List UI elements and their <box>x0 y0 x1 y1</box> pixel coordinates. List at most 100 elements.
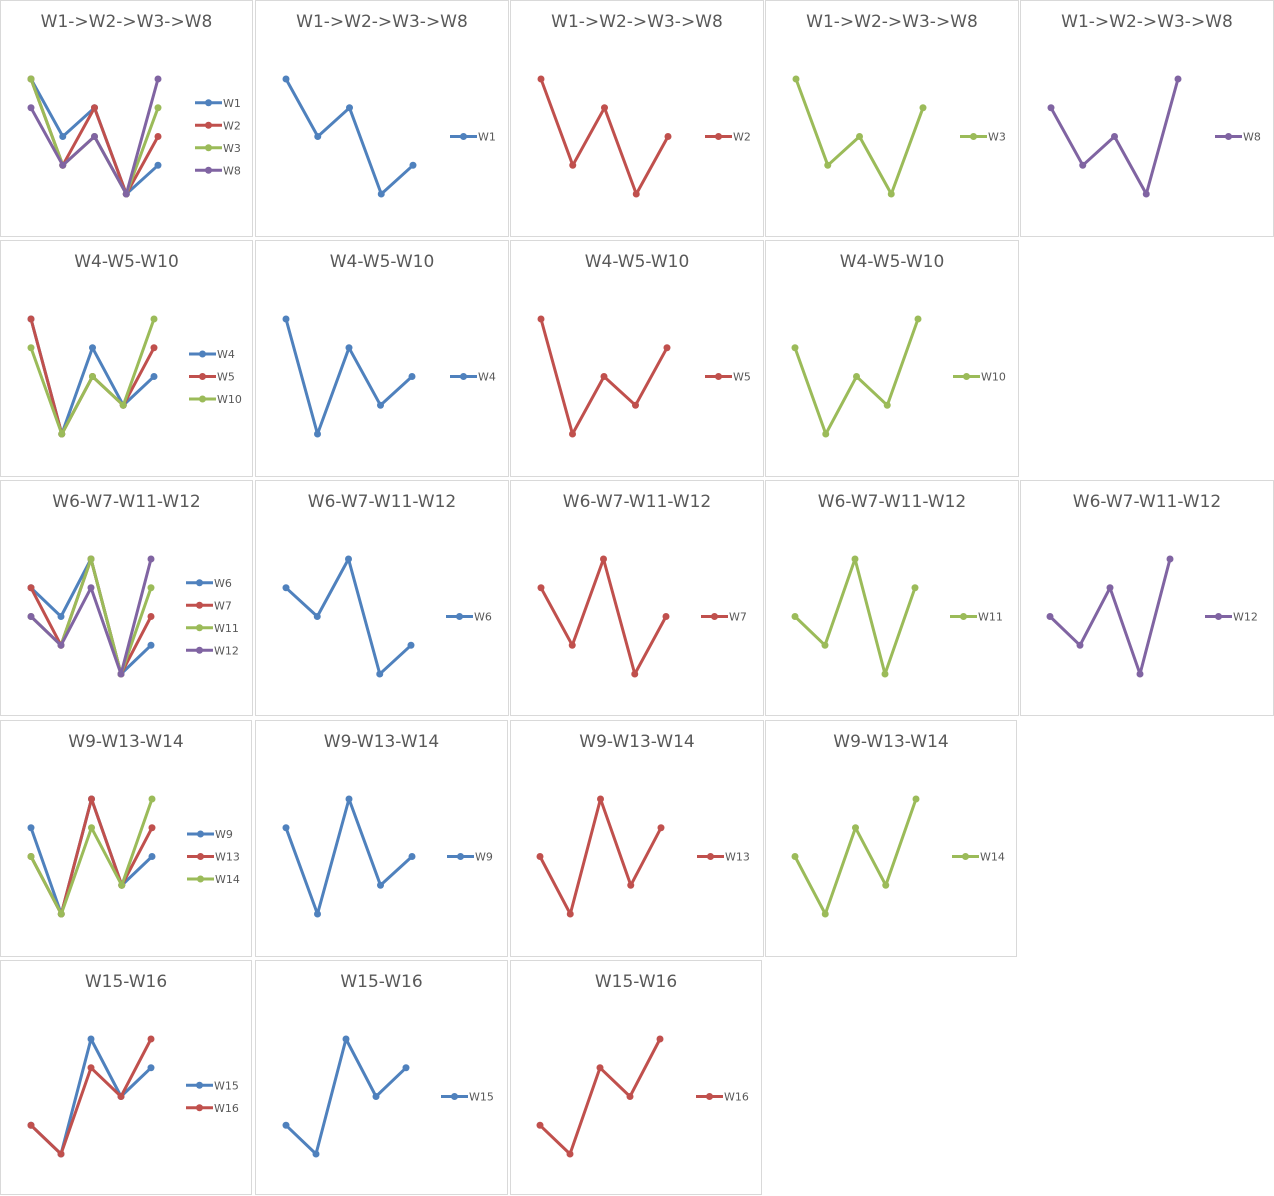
chart-title: W9-W13-W14 <box>833 732 949 752</box>
chart-panel: W4-W5-W10 W4 <box>255 240 509 477</box>
legend-item-w3: W3 <box>195 142 241 155</box>
data-point <box>91 104 98 112</box>
data-point <box>147 555 155 563</box>
legend-marker-icon <box>707 853 714 860</box>
series-w3 <box>792 75 927 198</box>
chart-panel: W9-W13-W14 W14 <box>765 720 1017 957</box>
data-point <box>791 613 799 620</box>
legend-label: W12 <box>1233 611 1258 624</box>
legend-label: W4 <box>478 371 496 384</box>
legend-item-w15: W15 <box>441 1091 494 1104</box>
legend-label: W1 <box>478 131 496 144</box>
data-point <box>148 824 156 832</box>
legend-marker-icon <box>460 133 467 140</box>
data-point <box>1047 104 1055 112</box>
chart-title: W6-W7-W11-W12 <box>562 492 712 512</box>
legend-label: W14 <box>980 851 1005 864</box>
data-point <box>372 1093 380 1100</box>
series-w10 <box>791 315 922 438</box>
legend-label: W15 <box>469 1091 494 1104</box>
legend-label: W16 <box>724 1091 749 1104</box>
data-point <box>537 584 545 592</box>
data-point <box>150 315 158 323</box>
legend-label: W14 <box>215 873 240 886</box>
series-w12 <box>1046 555 1174 678</box>
data-point <box>856 133 863 140</box>
data-point <box>57 613 65 620</box>
legend-label: W5 <box>733 371 751 384</box>
legend-item-w8: W8 <box>1215 131 1261 144</box>
series-w16 <box>536 1035 664 1158</box>
legend-item-w1: W1 <box>450 131 496 144</box>
data-point <box>154 75 162 83</box>
line-chart: W15 <box>282 1035 494 1158</box>
legend-marker-icon <box>715 373 722 380</box>
data-point <box>408 853 416 860</box>
legend-marker-icon <box>197 830 204 838</box>
data-point <box>536 1121 544 1129</box>
data-point <box>345 344 353 352</box>
series-w13 <box>536 795 665 918</box>
chart-panel: W6-W7-W11-W12 W12 <box>1020 480 1274 716</box>
legend-item-w3: W3 <box>960 131 1006 144</box>
data-point <box>88 824 95 832</box>
data-point <box>117 1093 125 1100</box>
series-w10 <box>27 315 158 438</box>
data-point <box>536 853 544 860</box>
legend-label: W16 <box>214 1102 239 1115</box>
series-w5 <box>537 315 671 438</box>
data-point <box>566 1150 574 1158</box>
chart-panel: W15-W16 W15 <box>255 960 508 1195</box>
line-chart: W16 <box>536 1035 749 1158</box>
chart-panel: W9-W13-W14 W9 W13 W14 <box>0 720 252 957</box>
legend-marker-icon <box>457 853 464 860</box>
data-point <box>118 881 126 889</box>
legend-marker-icon <box>715 133 722 140</box>
legend-label: W13 <box>725 851 750 864</box>
line-chart: W15 W16 <box>27 1035 239 1158</box>
data-point <box>27 584 35 592</box>
data-point <box>632 401 639 409</box>
data-point <box>852 824 859 832</box>
data-point <box>91 133 98 140</box>
data-point <box>88 795 95 803</box>
legend-label: W11 <box>978 611 1003 624</box>
legend-item-w12: W12 <box>186 644 239 657</box>
data-point <box>821 641 829 649</box>
data-point <box>662 613 670 620</box>
chart-title: W9-W13-W14 <box>323 732 440 752</box>
data-point <box>117 670 125 678</box>
chart-title: W4-W5-W10 <box>839 252 945 272</box>
legend-marker-icon <box>197 875 204 883</box>
data-point <box>377 190 385 198</box>
data-point <box>154 161 162 169</box>
series-w15 <box>282 1035 410 1158</box>
legend-marker-icon <box>196 601 203 609</box>
legend-item-w16: W16 <box>186 1102 239 1115</box>
legend-marker-icon <box>205 144 212 152</box>
legend-item-w15: W15 <box>186 1079 239 1092</box>
data-point <box>600 555 607 563</box>
chart-title: W6-W7-W11-W12 <box>817 492 967 512</box>
data-point <box>883 401 891 409</box>
legend-item-w9: W9 <box>447 851 493 864</box>
legend-label: W12 <box>214 644 239 657</box>
chart-title: W9-W13-W14 <box>579 732 695 752</box>
data-point <box>346 104 353 112</box>
chart-panel: W6-W7-W11-W12 W7 <box>510 480 764 716</box>
data-point <box>596 1064 604 1072</box>
data-point <box>569 430 576 438</box>
chart-title: W1->W2->W3->W8 <box>806 12 978 32</box>
data-point <box>627 881 635 889</box>
chart-panel: W15-W16 W16 <box>510 960 762 1195</box>
legend-label: W13 <box>215 851 240 864</box>
chart-title: W15-W16 <box>340 972 423 992</box>
data-point <box>282 75 290 83</box>
legend-item-w2: W2 <box>195 119 241 132</box>
series-w6 <box>282 555 415 678</box>
legend-marker-icon <box>963 373 970 380</box>
data-point <box>59 161 67 169</box>
data-point <box>57 910 65 918</box>
legend-marker-icon <box>196 624 203 632</box>
data-point <box>27 824 35 832</box>
